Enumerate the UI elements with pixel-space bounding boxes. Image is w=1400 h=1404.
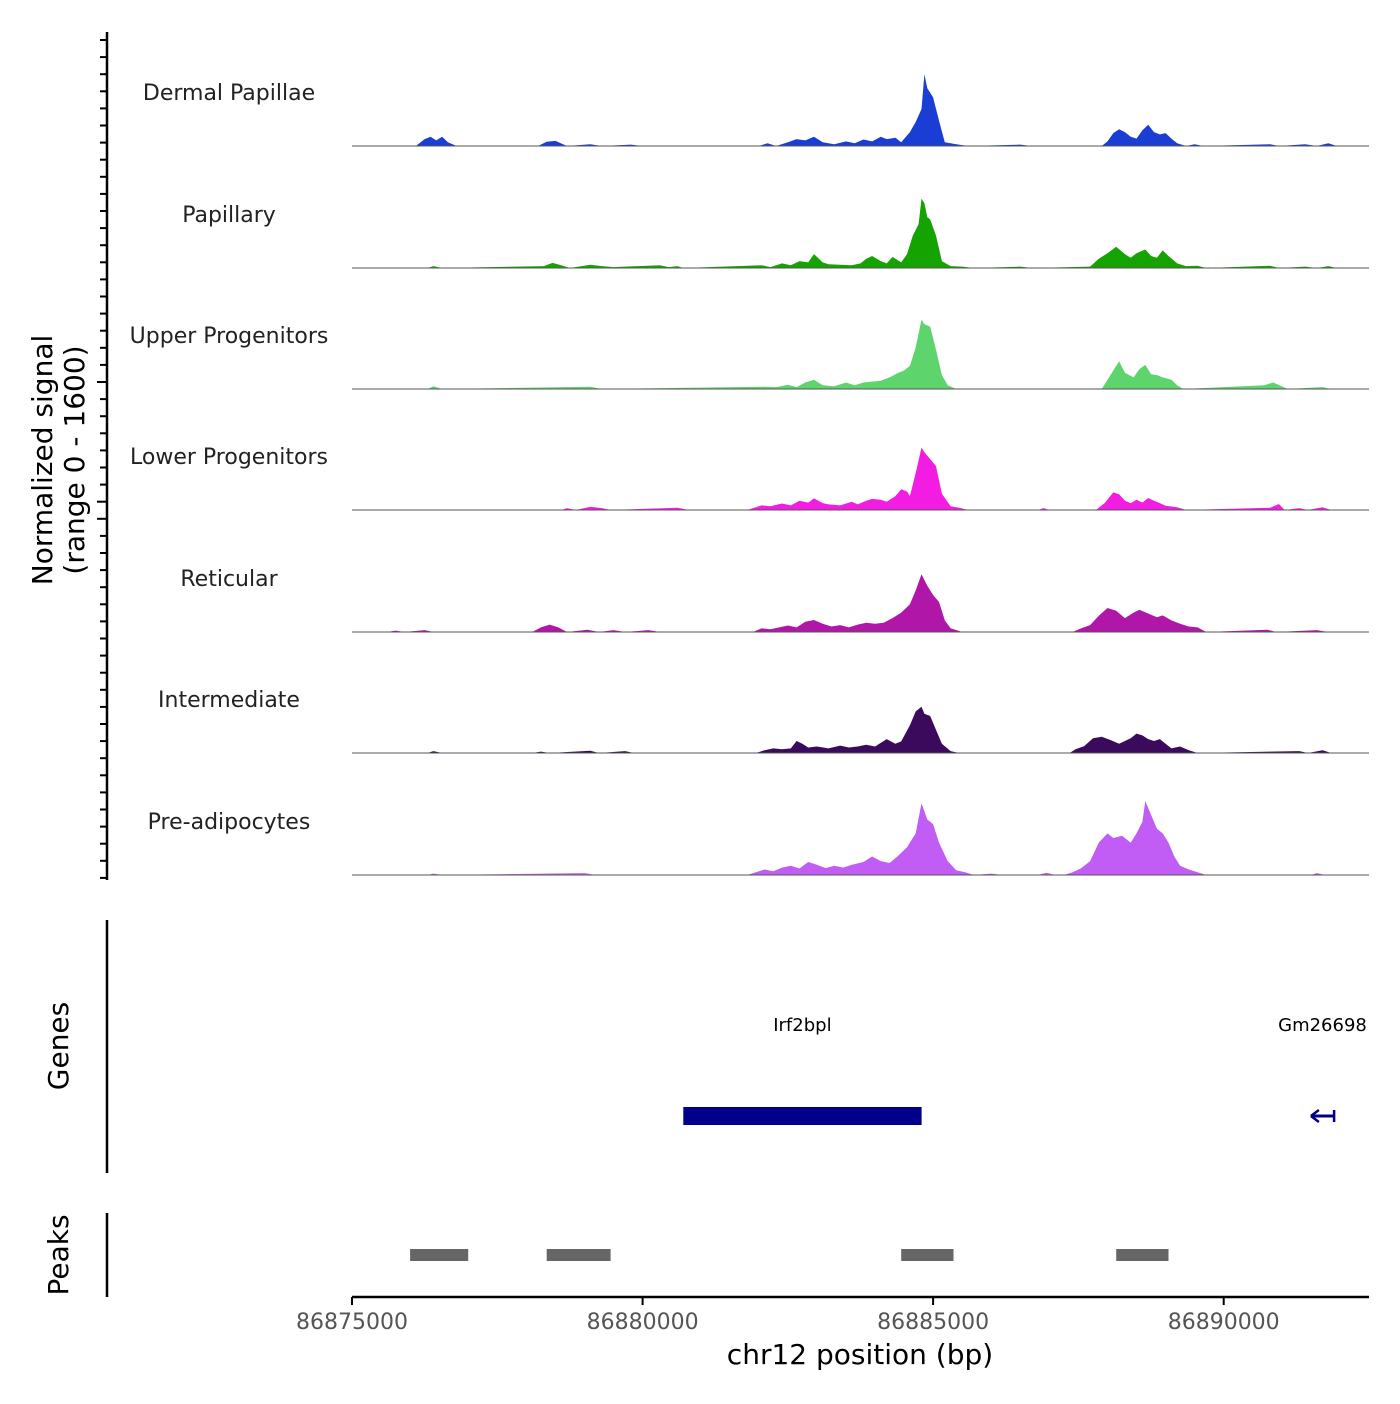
peak-regions <box>410 1249 1169 1261</box>
coverage-tracks: Dermal Papillae Papillary Upper Progenitor… <box>130 74 1369 876</box>
track-label-3: Upper Progenitors <box>130 324 329 349</box>
track-area-6 <box>352 706 1369 753</box>
track-label-6: Intermediate <box>158 688 300 713</box>
x-tick-label-3: 86885000 <box>877 1310 989 1335</box>
gene-strand-arrow-2 <box>1310 1109 1336 1123</box>
track-area-1 <box>352 74 1369 146</box>
track-label-4: Lower Progenitors <box>130 445 328 470</box>
coverage-y-axis-title-line1: Normalized signal <box>26 335 59 586</box>
track-area-4 <box>352 447 1369 510</box>
coverage-panel: Normalized signal (range 0 - 1600) Derma… <box>26 32 1369 880</box>
track-label-1: Dermal Papillae <box>143 81 315 106</box>
peak-2 <box>546 1249 611 1261</box>
x-axis: 86875000 86880000 86885000 86890000 chr12 p… <box>296 1295 1369 1371</box>
x-tick-label-2: 86880000 <box>587 1310 699 1335</box>
x-tick-label-1: 86875000 <box>296 1310 408 1335</box>
track-area-3 <box>352 319 1369 389</box>
peak-3 <box>901 1249 954 1261</box>
gene-models: Irf2bpl Gm26698 <box>683 1015 1367 1125</box>
gene-panel: Genes Irf2bpl Gm26698 <box>42 920 1367 1173</box>
gene-body-1 <box>683 1107 922 1125</box>
track-area-2 <box>352 198 1369 268</box>
peak-panel: Peaks <box>42 1213 1169 1297</box>
peak-4 <box>1116 1249 1169 1261</box>
track-area-7 <box>352 801 1369 875</box>
gene-label-2: Gm26698 <box>1278 1015 1367 1036</box>
track-area-5 <box>352 574 1369 632</box>
x-axis-title: chr12 position (bp) <box>727 1338 993 1371</box>
track-label-7: Pre-adipocytes <box>148 810 311 835</box>
peak-y-axis-title: Peaks <box>42 1214 75 1295</box>
gene-strand-arrow-1 <box>685 1110 693 1122</box>
x-axis-ticks: 86875000 86880000 86885000 86890000 <box>296 1297 1280 1335</box>
coverage-y-axis-ticks <box>97 39 107 879</box>
track-label-2: Papillary <box>182 203 276 228</box>
peak-1 <box>410 1249 469 1261</box>
x-tick-label-4: 86890000 <box>1168 1310 1280 1335</box>
track-label-5: Reticular <box>180 567 278 592</box>
gene-label-1: Irf2bpl <box>773 1015 831 1036</box>
gene-y-axis-title: Genes <box>42 1002 75 1090</box>
coverage-y-axis-title-line2: (range 0 - 1600) <box>58 345 91 574</box>
